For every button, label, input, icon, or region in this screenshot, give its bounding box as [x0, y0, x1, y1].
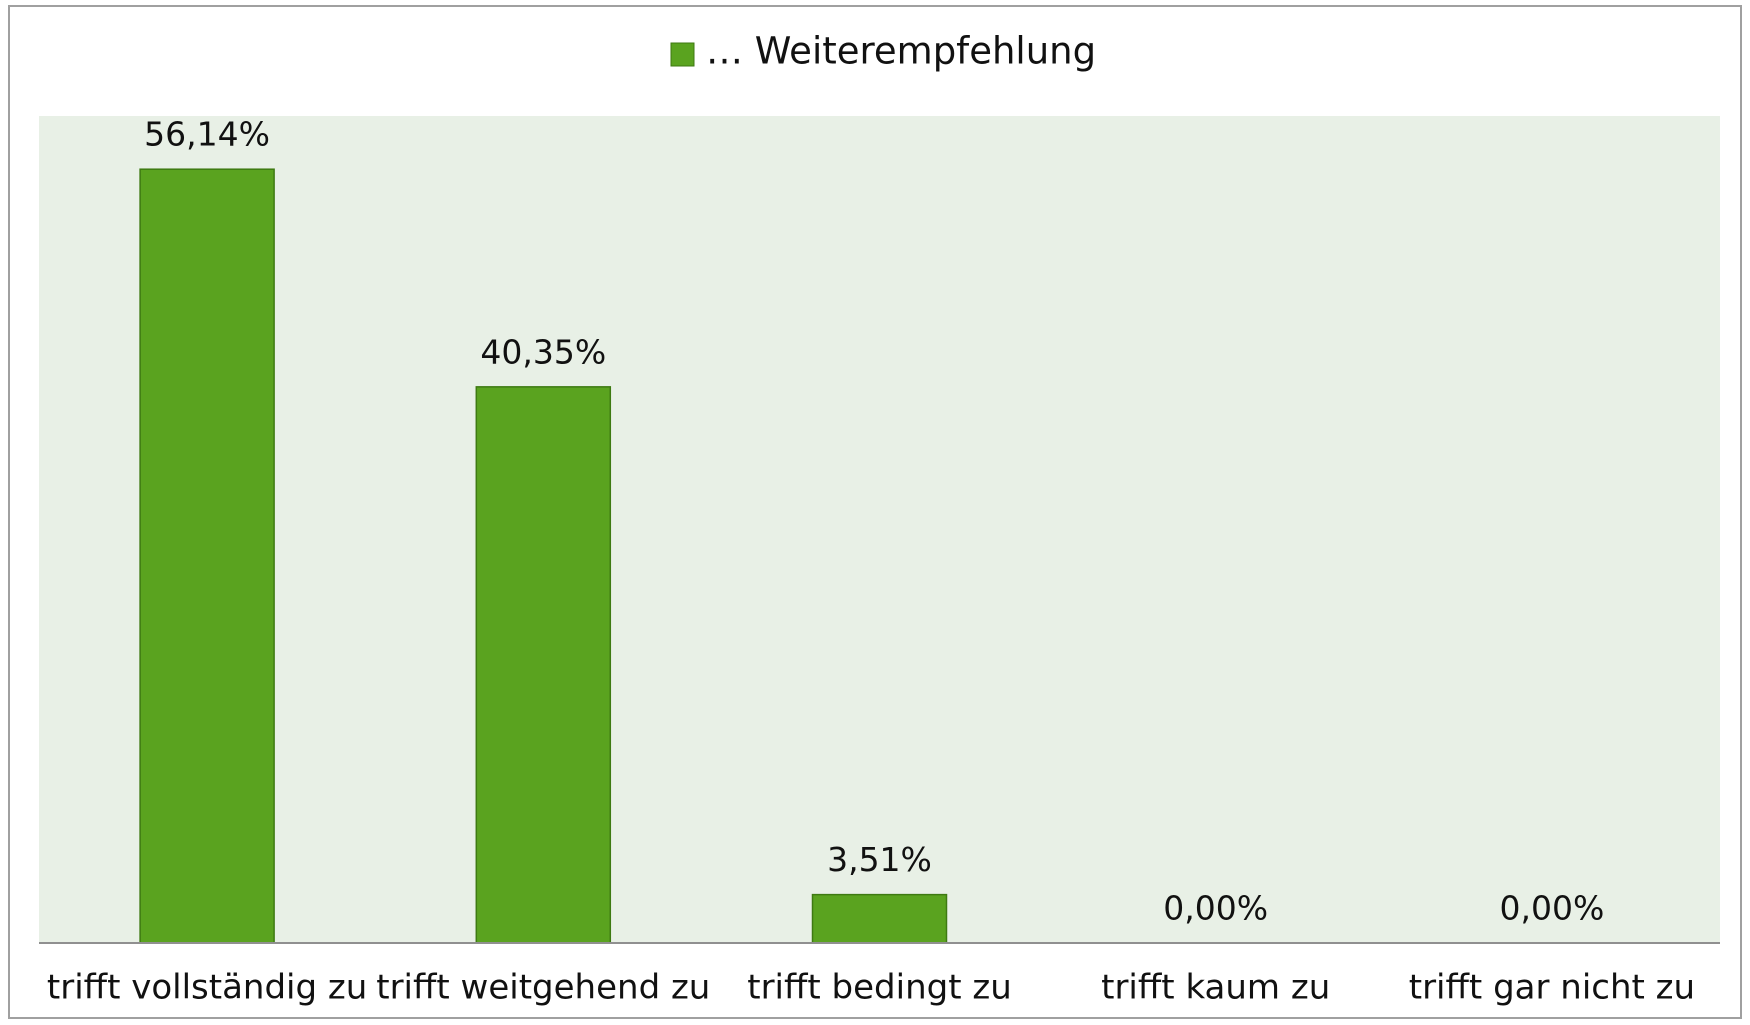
plot-area [39, 116, 1720, 943]
value-label: 56,14% [144, 115, 270, 154]
value-label: 3,51% [827, 840, 932, 879]
x-tick-label: trifft gar nicht zu [1409, 968, 1695, 1008]
value-label: 40,35% [480, 332, 606, 371]
value-label: 0,00% [1499, 889, 1604, 928]
x-tick-label: trifft vollständig zu [47, 968, 367, 1008]
value-label: 0,00% [1163, 889, 1268, 928]
bar [139, 168, 275, 944]
legend-label: … Weiterempfehlung [706, 30, 1096, 73]
x-tick-label: trifft weitgehend zu [376, 968, 710, 1008]
bar [811, 893, 948, 944]
bar [475, 386, 612, 944]
x-tick-label: trifft bedingt zu [747, 968, 1012, 1008]
legend-swatch [670, 42, 695, 67]
x-tick-label: trifft kaum zu [1101, 968, 1330, 1008]
